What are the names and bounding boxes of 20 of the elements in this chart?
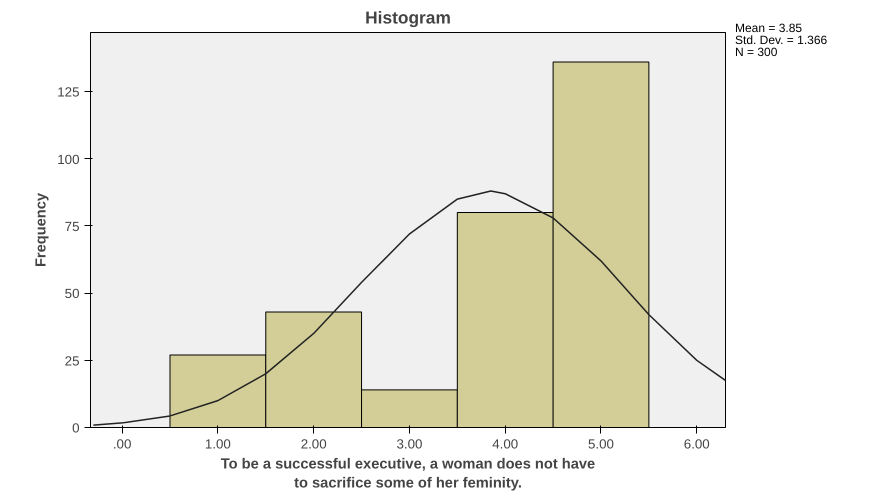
x-tick-label: 4.00 <box>492 436 518 452</box>
x-tick-label: 5.00 <box>588 436 614 452</box>
text: Mean = 3.85 <box>735 21 802 35</box>
x-tick-label: 6.00 <box>684 436 710 452</box>
y-tick-label: 0 <box>72 420 80 436</box>
x-tick-label: .00 <box>112 436 132 452</box>
y-tick-label: 125 <box>57 84 80 100</box>
text: Std. Dev. = 1.366 <box>735 33 828 47</box>
chart-title: Histogram <box>365 8 451 28</box>
x-tick-label: 2.00 <box>300 436 327 452</box>
line-series <box>92 190 726 426</box>
y-tick-label: 25 <box>64 353 80 368</box>
x-tick-label: 3.00 <box>396 436 422 452</box>
text: N = 300 <box>735 45 778 59</box>
x-axis-title: To be a successful executive, a woman does not have to sacrifice some of her feminity. <box>220 456 596 492</box>
y-tick-label: 75 <box>64 218 80 234</box>
y-axis-title: Frequency <box>33 192 50 268</box>
x-tick-label: 1.00 <box>204 436 231 452</box>
y-tick-label: 100 <box>57 152 80 167</box>
y-tick-label: 50 <box>64 286 80 302</box>
